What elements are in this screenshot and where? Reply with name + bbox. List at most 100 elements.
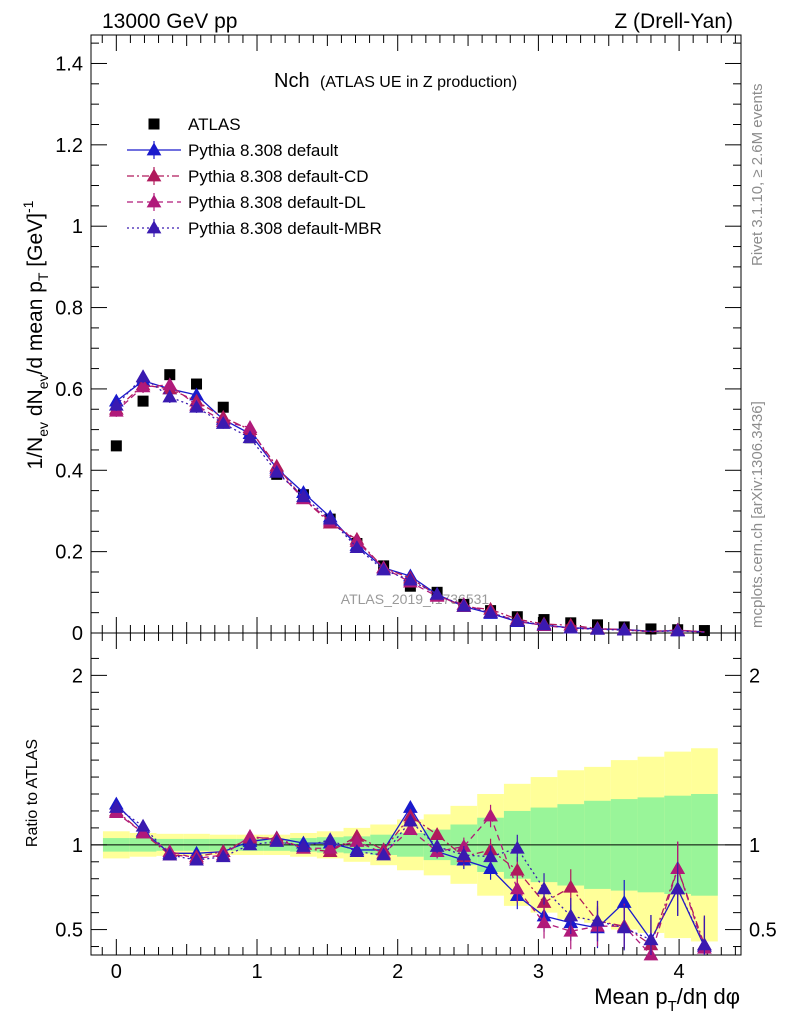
legend-atlas-marker <box>148 118 160 130</box>
legend-label: Pythia 8.308 default <box>188 141 339 160</box>
main-data-point <box>590 621 605 635</box>
legend-label: Pythia 8.308 default-CD <box>188 167 369 186</box>
analysis-watermark: ATLAS_2019_I1736531 <box>341 591 490 607</box>
ratio-data-point <box>162 847 178 861</box>
main-data-point <box>563 620 579 634</box>
ratio-data-point <box>643 932 659 946</box>
ratio-y-tick-label-right: 0.5 <box>749 920 777 942</box>
header-right: Z (Drell-Yan) <box>614 10 733 33</box>
legend-triangle-marker <box>146 194 162 208</box>
ratio-data-point <box>242 837 258 851</box>
x-tick-label: 4 <box>674 961 685 983</box>
ratio-data-point <box>536 915 552 929</box>
legend: ATLAS Pythia 8.308 default Pythia 8.308 de… <box>127 115 382 238</box>
ratio-series-line <box>115 812 706 957</box>
ratio-data-point <box>509 862 525 876</box>
main-data-point <box>135 379 151 393</box>
legend-label: ATLAS <box>188 115 241 134</box>
legend-label: Pythia 8.308 default-MBR <box>188 219 382 238</box>
ratio-data-point <box>349 844 365 857</box>
ratio-data-point <box>509 840 525 854</box>
mcplots-label: mcplots.cern.ch [arXiv:1306.3436] <box>749 401 766 628</box>
main-series <box>108 369 710 637</box>
x-tick-label: 2 <box>392 961 403 983</box>
ratio-data-point <box>189 852 204 866</box>
ratio-data-point <box>403 822 418 835</box>
main-y-tick-label: 1.2 <box>55 135 83 157</box>
ratio-data-point <box>563 908 579 922</box>
main-data-point <box>349 540 365 553</box>
ratio-data-point <box>429 839 445 852</box>
ratio-y-axis-title: Ratio to ATLAS <box>24 739 41 847</box>
ratio-y-tick-label: 0.5 <box>55 920 83 942</box>
main-data-point <box>403 572 418 586</box>
ratio-data-point <box>108 800 124 813</box>
atlas-data-point <box>110 440 122 452</box>
plot-title-sub: (ATLAS UE in Z production) <box>320 74 517 91</box>
x-tick-label: 3 <box>533 961 544 983</box>
ratio-data-point <box>536 881 552 895</box>
main-y-tick-label: 1 <box>72 216 83 238</box>
main-y-tick-label: 0 <box>72 623 83 645</box>
ratio-data-point <box>135 825 151 839</box>
main-y-tick-label: 1.4 <box>55 53 83 75</box>
main-data-point <box>616 622 632 636</box>
main-y-tick-label: 0.8 <box>55 298 83 320</box>
x-tick-label: 1 <box>251 961 262 983</box>
atlas-data-point <box>137 395 149 407</box>
main-y-tick-label: 0.6 <box>55 379 83 401</box>
main-data-point <box>242 430 258 444</box>
main-y-tick-label: 0.2 <box>55 542 83 564</box>
ratio-y-tick-label: 1 <box>72 835 83 857</box>
main-y-tick-label: 0.4 <box>55 460 83 482</box>
main-data-point <box>429 586 445 600</box>
axes: 0 0.2 0.4 0.6 0.8 1 1.2 1.4 0.5 0.5 1 1 2 2 0 1 2 3 4 <box>55 35 777 983</box>
ratio-data-point <box>296 839 311 852</box>
legend-triangle-marker <box>146 168 162 182</box>
x-tick-label: 0 <box>111 961 122 983</box>
ratio-y-tick-label-right: 2 <box>749 665 760 687</box>
ratio-data-point <box>269 833 285 847</box>
atlas-data-point <box>698 625 710 637</box>
ratio-data-point <box>376 847 392 861</box>
main-data-point <box>509 613 525 627</box>
main-y-axis-title: 1/Nev dNev/d mean pT [GeV]-1 <box>20 200 51 469</box>
main-data-point <box>536 617 552 631</box>
ratio-data-point <box>670 881 686 895</box>
ratio-data-point <box>483 808 498 822</box>
ratio-data-point <box>697 937 712 951</box>
ratio-data-point <box>509 881 525 895</box>
atlas-data-point <box>217 401 229 413</box>
ratio-data-point <box>322 840 338 854</box>
main-data-point <box>483 605 498 619</box>
main-data-point <box>162 389 178 403</box>
ratio-series <box>108 796 712 961</box>
ratio-data-point <box>563 879 579 893</box>
ratio-uncertainty-bands <box>91 748 741 942</box>
main-data-point <box>135 369 151 383</box>
ratio-data-point <box>616 920 632 934</box>
ratio-data-point <box>403 813 418 827</box>
ratio-y-tick-label: 2 <box>72 665 83 687</box>
main-data-point <box>376 562 392 576</box>
main-data-point <box>670 623 686 637</box>
main-data-point <box>108 397 124 411</box>
ratio-y-tick-label-right: 1 <box>749 835 760 857</box>
legend-triangle-marker <box>146 220 162 234</box>
ratio-data-point <box>456 847 472 861</box>
atlas-data-point <box>164 369 176 381</box>
legend-triangle-marker <box>146 142 162 156</box>
header-left: 13000 GeV pp <box>102 10 237 33</box>
ratio-data-point <box>322 832 338 846</box>
plot-title: Nch (ATLAS UE in Z production) <box>274 70 517 92</box>
main-data-point <box>215 415 231 429</box>
main-data-point <box>296 489 311 503</box>
atlas-data-point <box>191 378 203 390</box>
legend-label: Pythia 8.308 default-DL <box>188 193 366 212</box>
main-data-point <box>456 598 472 612</box>
plot-title-main: Nch <box>274 70 310 92</box>
ratio-data-point <box>483 849 498 863</box>
main-data-point <box>322 511 338 525</box>
atlas-data-point <box>645 623 657 635</box>
